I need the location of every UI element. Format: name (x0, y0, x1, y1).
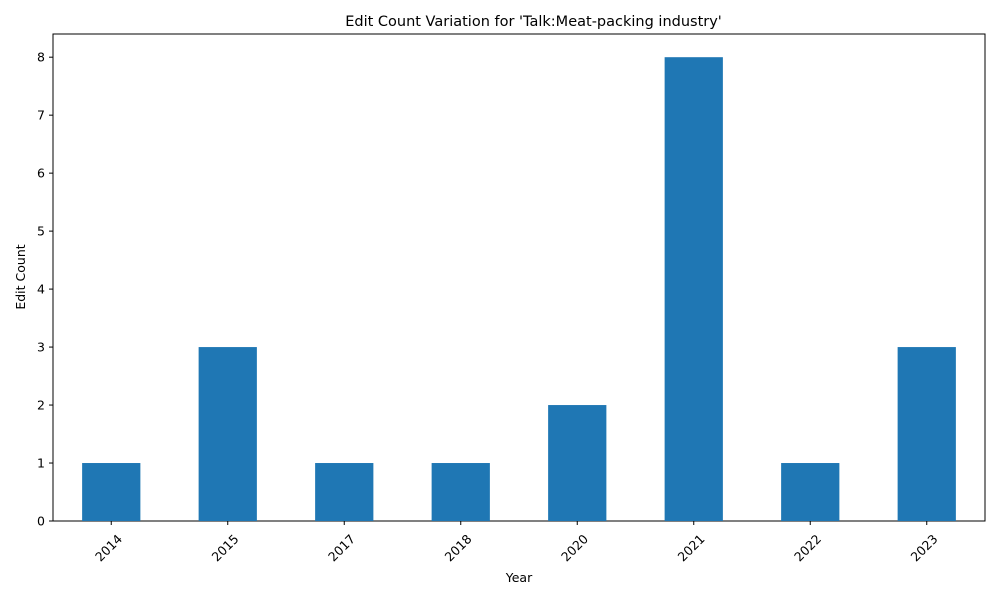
x-tick-label-2020: 2020 (558, 531, 591, 564)
y-tick-label-6: 6 (37, 166, 45, 181)
bars-group (82, 57, 956, 521)
plot-area (52, 33, 986, 522)
y-tick-label-5: 5 (37, 224, 45, 239)
bar-2014 (82, 463, 141, 521)
y-tick-label-4: 4 (37, 282, 45, 297)
x-tick-label-2022: 2022 (791, 531, 824, 564)
bar-2022 (781, 463, 840, 521)
y-tick-label-3: 3 (37, 340, 45, 355)
bar-2018 (431, 463, 490, 521)
y-tick-label-7: 7 (37, 108, 45, 123)
x-tick-label-2015: 2015 (209, 531, 242, 564)
y-axis: 0 1 2 3 4 5 6 7 8 (37, 50, 53, 529)
x-tick-label-2017: 2017 (325, 531, 358, 564)
bar-2015 (198, 347, 257, 521)
x-tick-label-2021: 2021 (675, 531, 708, 564)
y-tick-label-2: 2 (37, 398, 45, 413)
y-tick-label-1: 1 (37, 456, 45, 471)
x-axis: 2014 2015 2017 2018 2020 2021 2022 2023 (92, 521, 941, 564)
bar-2023 (897, 347, 956, 521)
bar-2021 (664, 57, 723, 521)
y-tick-label-0: 0 (37, 514, 45, 529)
bar-2017 (315, 463, 374, 521)
y-axis-label: Edit Count (13, 244, 28, 309)
x-axis-label: Year (505, 570, 533, 585)
x-tick-label-2014: 2014 (92, 531, 125, 564)
x-tick-label-2023: 2023 (908, 531, 941, 564)
plot-frame (52, 33, 986, 522)
chart-title: Edit Count Variation for 'Talk:Meat-pack… (345, 14, 722, 30)
y-tick-label-8: 8 (37, 50, 45, 65)
bar-2020 (548, 405, 607, 521)
x-tick-label-2018: 2018 (442, 531, 475, 564)
